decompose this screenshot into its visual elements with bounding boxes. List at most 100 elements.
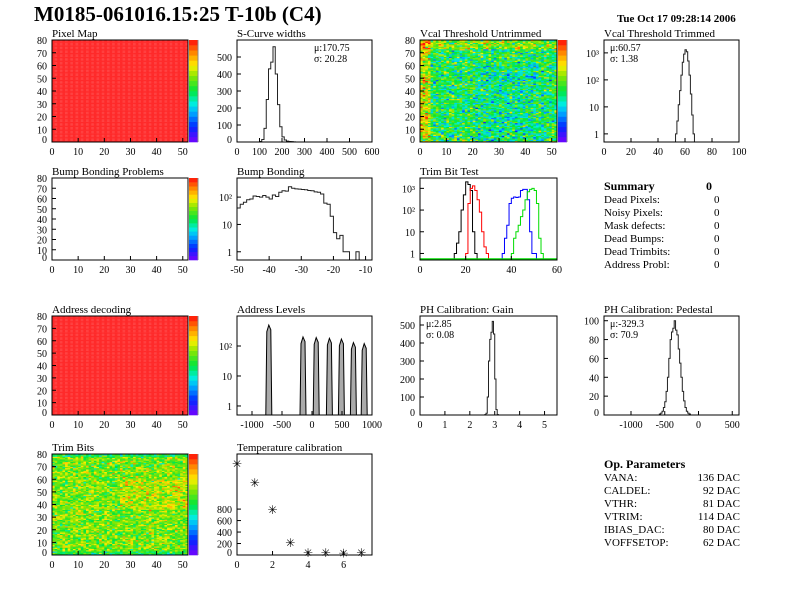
heatmap-cell	[91, 127, 95, 130]
heatmap-cell	[93, 73, 97, 75]
heatmap-cell	[120, 74, 123, 76]
heatmap-cell	[172, 102, 176, 105]
heatmap-cell	[164, 103, 168, 106]
heatmap-cell	[80, 82, 84, 84]
heatmap-cell	[99, 134, 102, 136]
heatmap-cell	[86, 91, 89, 93]
heatmap-cell	[130, 115, 134, 117]
heatmap-cell	[151, 76, 155, 79]
heatmap-cell	[167, 138, 170, 140]
heatmap-cell	[151, 107, 155, 110]
heatmap-cell	[135, 83, 139, 85]
heatmap-cell	[65, 105, 68, 107]
heatmap-cell	[75, 87, 79, 89]
heatmap-cell	[106, 103, 110, 106]
heatmap-cell	[72, 83, 76, 85]
heatmap-cell	[114, 122, 118, 125]
heatmap-cell	[164, 98, 168, 101]
heatmap-cell	[106, 83, 110, 85]
heatmap-cell	[72, 122, 76, 125]
heatmap-cell	[59, 139, 63, 142]
heatmap-cell	[182, 94, 186, 97]
heatmap-cell	[146, 122, 150, 125]
heatmap-cell	[96, 103, 100, 106]
heatmap-cell	[182, 85, 186, 88]
heatmap-cell	[96, 136, 100, 139]
heatmap-cell	[169, 105, 173, 107]
heatmap-cell	[99, 129, 102, 131]
heatmap-cell	[75, 130, 79, 133]
heatmap-cell	[185, 84, 189, 87]
heatmap-cell	[114, 111, 118, 113]
heatmap-cell	[143, 106, 147, 108]
heatmap-cell	[80, 85, 84, 88]
heatmap-cell	[106, 115, 110, 117]
heatmap-cell	[52, 130, 55, 133]
heatmap-cell	[72, 111, 76, 113]
heatmap-cell	[70, 91, 74, 93]
heatmap-cell	[109, 83, 113, 85]
heatmap-cell	[169, 84, 173, 87]
heatmap-cell	[159, 99, 163, 102]
heatmap-cell	[117, 84, 121, 87]
heatmap-cell	[62, 126, 66, 129]
heatmap-cell	[106, 84, 110, 87]
heatmap-cell	[182, 102, 186, 105]
heatmap-cell	[75, 98, 79, 101]
heatmap-cell	[109, 122, 113, 125]
heatmap-cell	[148, 117, 152, 120]
heatmap-cell	[62, 89, 66, 92]
heatmap-cell	[88, 89, 92, 92]
heatmap-cell	[54, 99, 58, 102]
heatmap-cell	[91, 103, 95, 106]
heatmap-cell	[114, 79, 118, 82]
heatmap-cell	[177, 111, 181, 113]
heatmap-cell	[57, 101, 61, 103]
heatmap-cell	[182, 106, 186, 108]
heatmap-cell	[148, 139, 152, 142]
heatmap-cell	[135, 89, 139, 92]
heatmap-cell	[135, 106, 139, 108]
heatmap-cell	[101, 87, 105, 89]
heatmap-cell	[54, 103, 58, 106]
heatmap-cell	[106, 82, 110, 84]
heatmap-cell	[127, 98, 131, 101]
heatmap-cell	[67, 138, 71, 140]
heatmap-cell	[146, 136, 150, 139]
heatmap-cell	[127, 120, 131, 122]
heatmap-cell	[65, 119, 68, 121]
heatmap-cell	[93, 133, 97, 135]
heatmap-cell	[156, 125, 160, 127]
heatmap-cell	[96, 108, 100, 111]
heatmap-cell	[72, 87, 76, 89]
heatmap-cell	[172, 105, 176, 107]
heatmap-cell	[78, 75, 82, 78]
heatmap-cell	[114, 139, 118, 142]
heatmap-cell	[161, 126, 165, 129]
heatmap-cell	[112, 139, 116, 142]
heatmap-cell	[70, 103, 74, 106]
heatmap-cell	[83, 117, 87, 120]
heatmap-cell	[133, 96, 136, 98]
heatmap-cell	[135, 110, 139, 112]
heatmap-cell	[169, 101, 173, 103]
heatmap-cell	[57, 129, 61, 131]
heatmap-cell	[140, 94, 144, 97]
heatmap-cell	[83, 83, 87, 85]
heatmap-cell	[75, 119, 79, 121]
heatmap-cell	[138, 138, 142, 140]
heatmap-cell	[65, 112, 68, 115]
heatmap-cell	[106, 127, 110, 130]
heatmap-cell	[143, 99, 147, 102]
heatmap-cell	[174, 89, 178, 92]
heatmap-cell	[86, 125, 89, 127]
heatmap-cell	[180, 116, 184, 119]
heatmap-cell	[174, 135, 178, 138]
heatmap-cell	[117, 129, 121, 131]
heatmap-cell	[91, 101, 95, 103]
heatmap-cell	[120, 84, 123, 87]
heatmap-cell	[177, 92, 181, 94]
heatmap-cell	[156, 94, 160, 97]
heatmap-cell	[130, 98, 134, 101]
heatmap-cell	[101, 117, 105, 120]
